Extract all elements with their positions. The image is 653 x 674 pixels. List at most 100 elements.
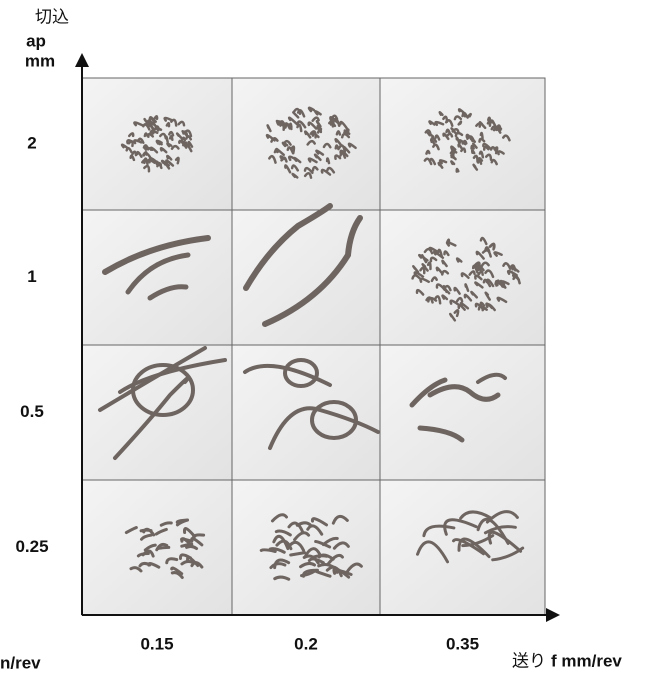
chip — [453, 309, 460, 318]
chip — [490, 125, 498, 132]
chip — [457, 304, 466, 311]
chip — [314, 540, 332, 549]
chip — [287, 521, 305, 535]
x-axis-label: f mm/rev — [551, 651, 622, 670]
chip — [438, 159, 448, 165]
chip — [453, 115, 463, 121]
chip — [441, 294, 449, 301]
chip — [259, 548, 277, 553]
chip — [168, 134, 174, 142]
chip — [468, 270, 476, 276]
chip — [484, 246, 491, 253]
cut-label: n/rev — [0, 653, 41, 672]
chip — [273, 147, 279, 154]
chip — [291, 172, 299, 179]
chip — [445, 132, 454, 138]
chip — [335, 130, 342, 136]
chip — [475, 263, 485, 272]
chip — [287, 116, 299, 126]
chip — [322, 142, 332, 149]
chip — [416, 540, 450, 564]
chip — [314, 110, 322, 116]
chip — [434, 295, 442, 305]
chip — [268, 154, 277, 164]
chip — [124, 526, 138, 535]
chip — [455, 167, 460, 173]
chip — [282, 139, 292, 146]
chip — [339, 151, 347, 159]
chip — [466, 112, 472, 118]
chip — [311, 554, 329, 559]
chip — [339, 120, 349, 131]
chip — [511, 273, 521, 281]
chip — [98, 346, 207, 412]
chip — [429, 256, 438, 263]
chip — [149, 146, 159, 154]
chip — [292, 107, 302, 116]
chip — [340, 132, 351, 139]
chip — [133, 139, 143, 145]
chip — [131, 150, 138, 157]
chip — [141, 158, 147, 165]
chip — [484, 153, 493, 162]
chip — [438, 110, 444, 117]
chip — [158, 161, 163, 170]
chip — [316, 124, 323, 131]
chip — [311, 165, 319, 172]
chip — [284, 164, 292, 174]
chip — [150, 129, 159, 135]
chip — [442, 132, 450, 141]
chip — [147, 158, 156, 164]
chip — [154, 527, 168, 536]
chip — [143, 543, 157, 552]
chip — [118, 358, 227, 394]
chip — [419, 266, 426, 275]
cell — [379, 344, 546, 481]
chip — [450, 127, 457, 135]
chip — [443, 250, 450, 257]
chip — [166, 154, 173, 161]
chip — [457, 143, 464, 151]
chip — [243, 203, 333, 291]
chip — [415, 288, 425, 296]
row-label: 0.25 — [15, 537, 48, 556]
chip — [478, 137, 486, 143]
chip — [170, 571, 184, 580]
chip — [315, 149, 325, 156]
chip — [460, 147, 467, 153]
chip — [306, 139, 316, 146]
chip — [307, 121, 318, 130]
chip — [442, 284, 452, 292]
chip — [334, 154, 342, 160]
chip — [142, 144, 150, 151]
chip — [496, 124, 502, 132]
chip — [327, 119, 335, 128]
chip — [476, 372, 507, 384]
chip — [147, 284, 189, 301]
chip — [180, 559, 194, 566]
chip — [487, 530, 523, 553]
chip — [177, 120, 186, 127]
chip — [165, 159, 175, 167]
chip — [125, 146, 133, 154]
chip — [449, 299, 459, 306]
chip — [175, 132, 183, 139]
chip — [274, 529, 292, 537]
chip — [332, 567, 351, 579]
chip — [425, 296, 434, 304]
x-axis-prefix: 送り — [512, 651, 546, 670]
chip — [345, 562, 363, 573]
chip — [465, 133, 473, 141]
chip — [483, 525, 517, 535]
chip — [268, 406, 380, 450]
chip — [430, 276, 438, 283]
chip — [304, 130, 312, 139]
chip — [170, 118, 178, 127]
chip — [178, 553, 192, 560]
chip — [423, 157, 433, 166]
chip — [450, 160, 456, 166]
chip — [486, 120, 492, 127]
chip — [325, 157, 331, 165]
chip — [412, 265, 420, 274]
